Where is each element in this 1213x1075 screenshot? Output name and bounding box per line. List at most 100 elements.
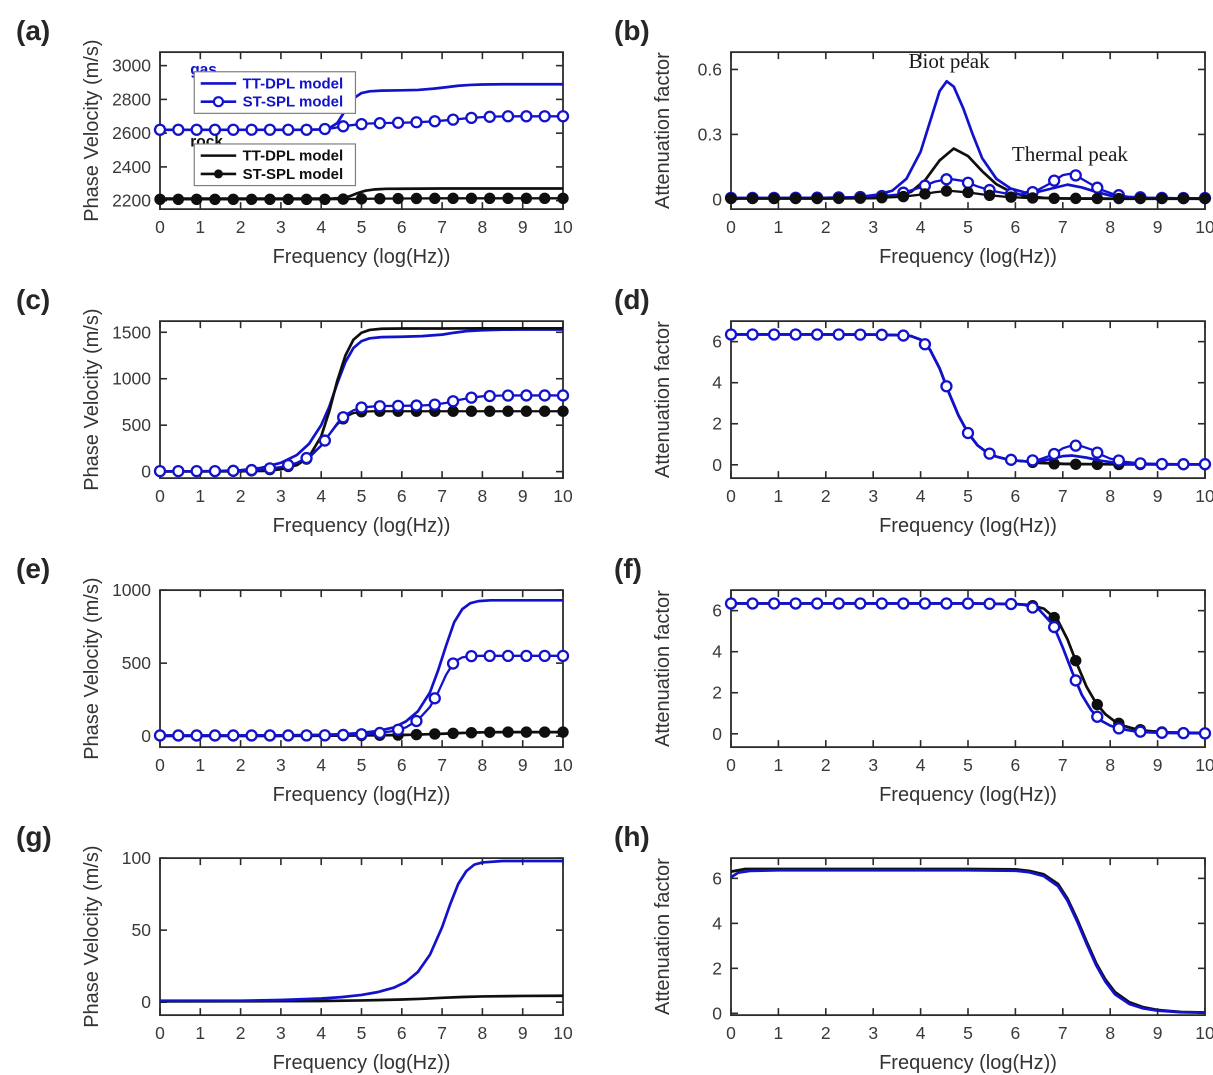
marker-open-circle <box>520 110 533 123</box>
marker-open-circle <box>811 596 824 610</box>
marker-filled-circle <box>484 405 496 417</box>
marker-open-circle <box>263 461 277 475</box>
x-tick-label: 4 <box>916 217 926 237</box>
marker-open-circle <box>1026 454 1039 467</box>
marker-open-circle <box>446 113 460 126</box>
marker-filled-circle <box>447 727 459 739</box>
x-tick-label: 0 <box>726 486 736 506</box>
marker-open-circle <box>983 447 996 460</box>
marker-open-circle <box>428 115 441 128</box>
chart-h: 0 1 2 3 4 5 6 7 8 9 10 0 2 4 6 Frequency (log(Hz)) Atten… <box>614 821 1213 1074</box>
marker-open-circle <box>428 398 441 411</box>
series-line <box>730 869 1206 1015</box>
x-tick-label: 8 <box>478 486 488 506</box>
marker-open-circle <box>300 728 313 741</box>
panel-h: 0 1 2 3 4 5 6 7 8 9 10 0 2 4 6 Frequency (log(Hz)) Atten… <box>606 806 1213 1075</box>
marker-open-circle <box>556 649 570 662</box>
marker-filled-circle <box>1199 192 1211 205</box>
y-tick-label: 0 <box>141 461 151 481</box>
marker-filled-circle <box>940 185 953 197</box>
x-tick-label: 3 <box>276 217 286 237</box>
marker-open-circle <box>1069 439 1082 452</box>
x-tick-label: 7 <box>1058 217 1068 237</box>
marker-filled-circle <box>502 405 514 417</box>
y-axis-label: Phase Velocity (m/s) <box>81 577 103 759</box>
y-axis-label: Attenuation factor <box>652 589 674 746</box>
y-tick-label: 4 <box>712 641 722 661</box>
marker-open-circle <box>767 596 781 610</box>
y-tick-label: 4 <box>712 372 722 392</box>
marker-open-circle <box>410 116 423 129</box>
marker-open-circle <box>337 120 350 133</box>
marker-open-circle <box>897 596 910 610</box>
x-tick-label: 5 <box>963 755 973 775</box>
marker-open-circle <box>318 122 332 136</box>
marker-open-circle <box>1091 710 1104 723</box>
marker-open-circle <box>832 596 845 610</box>
legend-entry-label: TT-DPL model <box>243 148 344 165</box>
marker-open-circle <box>153 464 167 478</box>
x-tick-label: 0 <box>726 217 736 237</box>
marker-open-circle <box>318 728 332 741</box>
marker-open-circle <box>556 110 570 123</box>
x-tick-label: 10 <box>1195 1023 1213 1043</box>
marker-filled-circle <box>282 193 294 206</box>
marker-open-circle <box>940 173 953 186</box>
marker-open-circle <box>789 328 802 341</box>
y-tick-label: 2200 <box>112 191 151 211</box>
marker-open-circle <box>767 328 781 341</box>
x-tick-label: 8 <box>1105 1023 1115 1043</box>
x-tick-label: 9 <box>1153 217 1163 237</box>
x-tick-label: 9 <box>518 486 528 506</box>
x-tick-label: 9 <box>518 1023 528 1043</box>
marker-filled-circle <box>1048 192 1060 205</box>
marker-open-circle <box>1177 726 1190 739</box>
marker-filled-circle <box>245 193 258 206</box>
marker-filled-circle <box>465 405 478 417</box>
marker-open-circle <box>940 596 953 610</box>
marker-open-circle <box>300 123 313 136</box>
marker-filled-circle <box>410 728 423 740</box>
x-tick-label: 6 <box>1011 486 1021 506</box>
marker-open-circle <box>538 389 551 402</box>
marker-filled-circle <box>190 193 203 206</box>
marker-filled-circle <box>538 192 551 205</box>
marker-open-circle <box>1069 673 1082 687</box>
marker-filled-circle <box>227 193 239 206</box>
x-tick-label: 3 <box>868 755 878 775</box>
x-tick-label: 0 <box>155 1023 165 1043</box>
marker-open-circle <box>483 649 496 662</box>
x-tick-label: 7 <box>437 1023 447 1043</box>
y-tick-label: 500 <box>122 415 151 435</box>
marker-filled-circle <box>768 192 780 205</box>
x-tick-label: 4 <box>316 217 326 237</box>
x-tick-label: 10 <box>553 486 573 506</box>
marker-open-circle <box>465 391 478 404</box>
marker-open-circle <box>983 597 996 610</box>
x-tick-label: 1 <box>774 1023 784 1043</box>
marker-open-circle <box>263 123 277 136</box>
series-line <box>160 859 563 1003</box>
marker-filled-circle <box>725 192 737 205</box>
marker-open-circle <box>501 649 515 662</box>
y-tick-label: 2600 <box>112 123 151 143</box>
x-tick-label: 6 <box>1011 755 1021 775</box>
x-tick-label: 1 <box>774 755 784 775</box>
x-tick-label: 1 <box>195 1023 205 1043</box>
marker-filled-circle <box>919 188 931 200</box>
marker-open-circle <box>428 691 441 704</box>
marker-filled-circle <box>502 725 514 738</box>
x-tick-label: 6 <box>397 1023 407 1043</box>
x-tick-label: 10 <box>553 1023 573 1043</box>
marker-open-circle <box>337 728 350 741</box>
marker-filled-circle <box>392 192 404 205</box>
x-tick-label: 1 <box>774 486 784 506</box>
marker-open-circle <box>446 394 460 408</box>
marker-open-circle <box>520 389 533 402</box>
x-tick-label: 9 <box>518 217 528 237</box>
marker-filled-circle <box>962 186 974 199</box>
marker-filled-circle <box>1005 191 1017 203</box>
marker-open-circle <box>1198 726 1212 740</box>
